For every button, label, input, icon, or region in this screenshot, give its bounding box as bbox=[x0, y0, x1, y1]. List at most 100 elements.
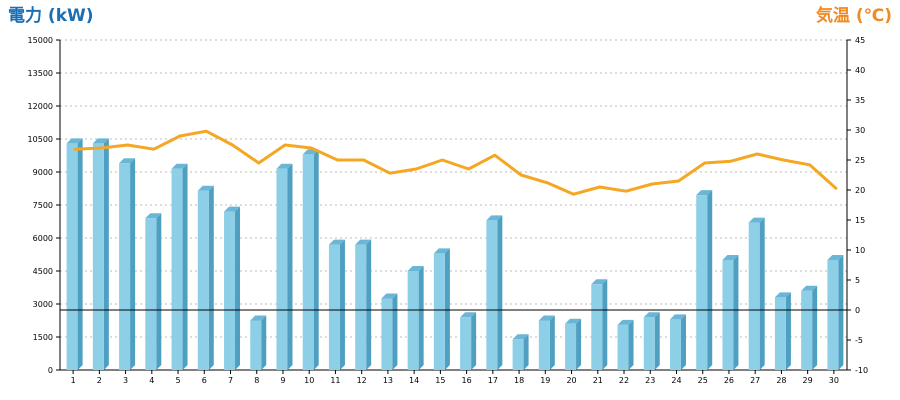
bar-front bbox=[66, 143, 78, 370]
x-tick-label: 18 bbox=[514, 376, 524, 385]
right-tick-label: 5 bbox=[855, 276, 860, 285]
bar-side bbox=[733, 255, 739, 370]
temperature-point bbox=[205, 130, 208, 133]
temperature-point bbox=[414, 167, 418, 171]
bar-side bbox=[523, 334, 529, 370]
bar-side bbox=[654, 312, 660, 370]
bar-top bbox=[486, 215, 503, 221]
bar-side bbox=[392, 293, 398, 370]
bar-side bbox=[235, 206, 241, 370]
right-tick-label: 25 bbox=[855, 156, 865, 165]
left-axis-title: 電力 (kW) bbox=[8, 6, 94, 26]
bar-front bbox=[801, 290, 813, 370]
temperature-point bbox=[126, 143, 129, 147]
bar-top bbox=[145, 213, 162, 219]
left-tick-label: 9000 bbox=[33, 168, 53, 177]
bar-side bbox=[77, 138, 83, 370]
temperature-point bbox=[493, 154, 497, 157]
left-tick-label: 6000 bbox=[33, 234, 53, 243]
x-tick-label: 29 bbox=[803, 376, 813, 385]
bar-top bbox=[722, 255, 739, 260]
bar bbox=[643, 312, 660, 370]
bar-side bbox=[707, 190, 713, 370]
bar-side bbox=[549, 315, 555, 370]
bar-front bbox=[774, 297, 786, 370]
bar-side bbox=[130, 158, 136, 370]
x-tick-label: 23 bbox=[645, 376, 655, 385]
bar bbox=[66, 138, 83, 370]
bar-front bbox=[565, 323, 577, 370]
bar bbox=[748, 217, 765, 370]
x-tick-label: 11 bbox=[330, 376, 340, 385]
left-tick-label: 1500 bbox=[33, 333, 53, 342]
bar bbox=[197, 185, 214, 370]
right-tick-label: -10 bbox=[855, 366, 868, 375]
bar bbox=[669, 314, 686, 370]
bar-front bbox=[171, 168, 183, 370]
bar-top bbox=[171, 163, 188, 169]
bar-front bbox=[512, 339, 524, 370]
bar bbox=[328, 239, 345, 370]
bar bbox=[722, 255, 739, 370]
bar-side bbox=[759, 217, 765, 370]
bar-front bbox=[696, 195, 708, 370]
x-tick-label: 1 bbox=[71, 376, 76, 385]
left-tick-label: 10500 bbox=[28, 135, 53, 144]
temperature-point bbox=[808, 163, 811, 166]
bar-top bbox=[669, 314, 686, 320]
bar bbox=[591, 279, 608, 370]
bar bbox=[486, 215, 503, 370]
temperature-point bbox=[152, 148, 156, 151]
temperature-point bbox=[703, 161, 706, 165]
bar bbox=[250, 315, 267, 370]
bar-front bbox=[355, 244, 367, 370]
right-tick-label: 10 bbox=[855, 246, 865, 255]
bar-top bbox=[696, 190, 713, 196]
bar-front bbox=[224, 211, 236, 370]
bar-side bbox=[576, 318, 582, 370]
x-tick-label: 6 bbox=[202, 376, 207, 385]
bar-front bbox=[407, 271, 419, 370]
x-tick-label: 25 bbox=[698, 376, 708, 385]
right-tick-label: 15 bbox=[855, 216, 865, 225]
bar-front bbox=[643, 317, 655, 370]
bar bbox=[171, 163, 188, 370]
bar-top bbox=[748, 217, 765, 223]
x-tick-label: 14 bbox=[409, 376, 419, 385]
x-tick-label: 13 bbox=[383, 376, 393, 385]
bar-front bbox=[827, 260, 839, 370]
x-tick-label: 4 bbox=[149, 376, 154, 385]
bar-front bbox=[722, 260, 734, 370]
bar-top bbox=[119, 158, 136, 164]
bar-top bbox=[407, 266, 424, 271]
temperature-point bbox=[73, 148, 77, 151]
x-tick-label: 7 bbox=[228, 376, 233, 385]
x-tick-label: 26 bbox=[724, 376, 734, 385]
bar-top bbox=[224, 206, 241, 212]
bar-top bbox=[197, 185, 214, 191]
left-tick-label: 0 bbox=[48, 366, 53, 375]
bar-top bbox=[565, 318, 582, 324]
bar-side bbox=[680, 314, 686, 370]
x-tick-label: 16 bbox=[462, 376, 472, 385]
bar-side bbox=[103, 138, 109, 370]
bar bbox=[355, 239, 372, 370]
temperature-point bbox=[467, 167, 470, 171]
left-tick-label: 4500 bbox=[33, 267, 53, 276]
left-tick-label: 15000 bbox=[28, 36, 53, 45]
bar-top bbox=[460, 312, 477, 318]
x-tick-label: 10 bbox=[304, 376, 314, 385]
bar bbox=[276, 163, 293, 370]
x-tick-label: 21 bbox=[593, 376, 603, 385]
x-tick-label: 5 bbox=[176, 376, 181, 385]
right-tick-label: -5 bbox=[855, 336, 863, 345]
bar bbox=[92, 138, 109, 370]
temperature-point bbox=[336, 158, 339, 162]
bar-side bbox=[628, 319, 634, 370]
temperature-point bbox=[283, 143, 287, 147]
temperature-point bbox=[598, 185, 601, 189]
x-tick-label: 12 bbox=[357, 376, 367, 385]
temperature-point bbox=[100, 146, 103, 150]
